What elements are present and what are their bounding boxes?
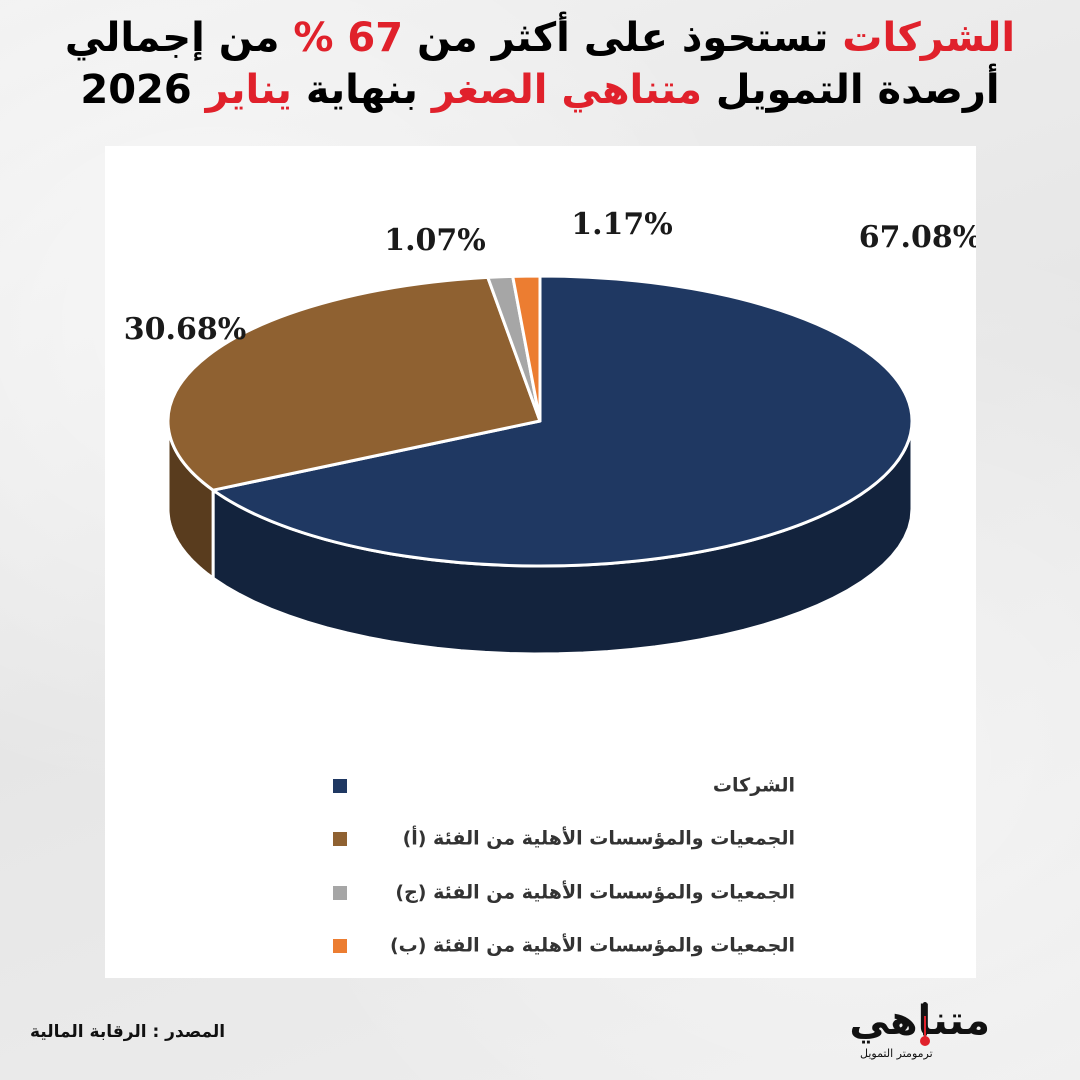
legend-label: الشركات bbox=[713, 775, 795, 797]
legend-label: الجمعيات والمؤسسات الأهلية من الفئة (ج) bbox=[395, 881, 795, 904]
legend-marker bbox=[333, 779, 347, 793]
headline-segment: متناهي الصغر bbox=[431, 67, 702, 113]
thermometer-icon bbox=[920, 1002, 930, 1046]
chart-legend: الشركات الجمعيات والمؤسسات الأهلية من الف… bbox=[333, 775, 795, 957]
chart-card: 67.08% 30.68% 1.07% 1.17% الشركات الجمعيات وا… bbox=[105, 146, 976, 978]
headline: الشركات تستحوذ على أكثر من 67 % من إجمال… bbox=[30, 12, 1050, 116]
legend-marker bbox=[333, 832, 347, 846]
legend-marker bbox=[333, 886, 347, 900]
headline-line-2: أرصدة التمويل متناهي الصغر بنهاية يناير … bbox=[30, 64, 1050, 116]
pie-chart: 67.08% 30.68% 1.07% 1.17% الشركات الجمعيات وا… bbox=[124, 207, 976, 957]
pie-data-label: 1.17% bbox=[571, 207, 673, 242]
logo-tagline: ترمومتر التمويل bbox=[860, 1047, 933, 1060]
logo-wordmark: متناهي bbox=[849, 998, 991, 1044]
pie-data-label: 67.08% bbox=[859, 220, 976, 255]
pie-slice bbox=[166, 275, 542, 492]
headline-segment: أرصدة التمويل bbox=[702, 67, 1000, 113]
headline-segment: 67 % bbox=[293, 15, 404, 61]
headline-segment: الشركات bbox=[842, 15, 1016, 61]
headline-line-1: الشركات تستحوذ على أكثر من 67 % من إجمال… bbox=[30, 12, 1050, 64]
pie-slice bbox=[211, 274, 914, 568]
pie-labels: 67.08% 30.68% 1.07% 1.17% bbox=[124, 207, 976, 347]
legend-label: الجمعيات والمؤسسات الأهلية من الفئة (ب) bbox=[390, 934, 795, 957]
legend-label: الجمعيات والمؤسسات الأهلية من الفئة (أ) bbox=[403, 826, 795, 850]
pie-slices bbox=[166, 274, 914, 568]
pie-data-label: 30.68% bbox=[124, 312, 246, 347]
source-note: المصدر : الرقابة المالية bbox=[30, 1022, 226, 1042]
pie-slice bbox=[511, 274, 542, 423]
legend-marker bbox=[333, 939, 347, 953]
headline-segment: بنهاية bbox=[291, 67, 432, 113]
brand-logo: متناهي ترمومتر التمويل bbox=[849, 998, 991, 1062]
headline-segment: يناير bbox=[205, 67, 292, 113]
pie-data-label: 1.07% bbox=[384, 223, 486, 258]
headline-segment: من إجمالي bbox=[64, 15, 294, 61]
headline-segment: تستحوذ على أكثر من bbox=[403, 15, 843, 61]
headline-segment: 2026 bbox=[80, 67, 206, 113]
